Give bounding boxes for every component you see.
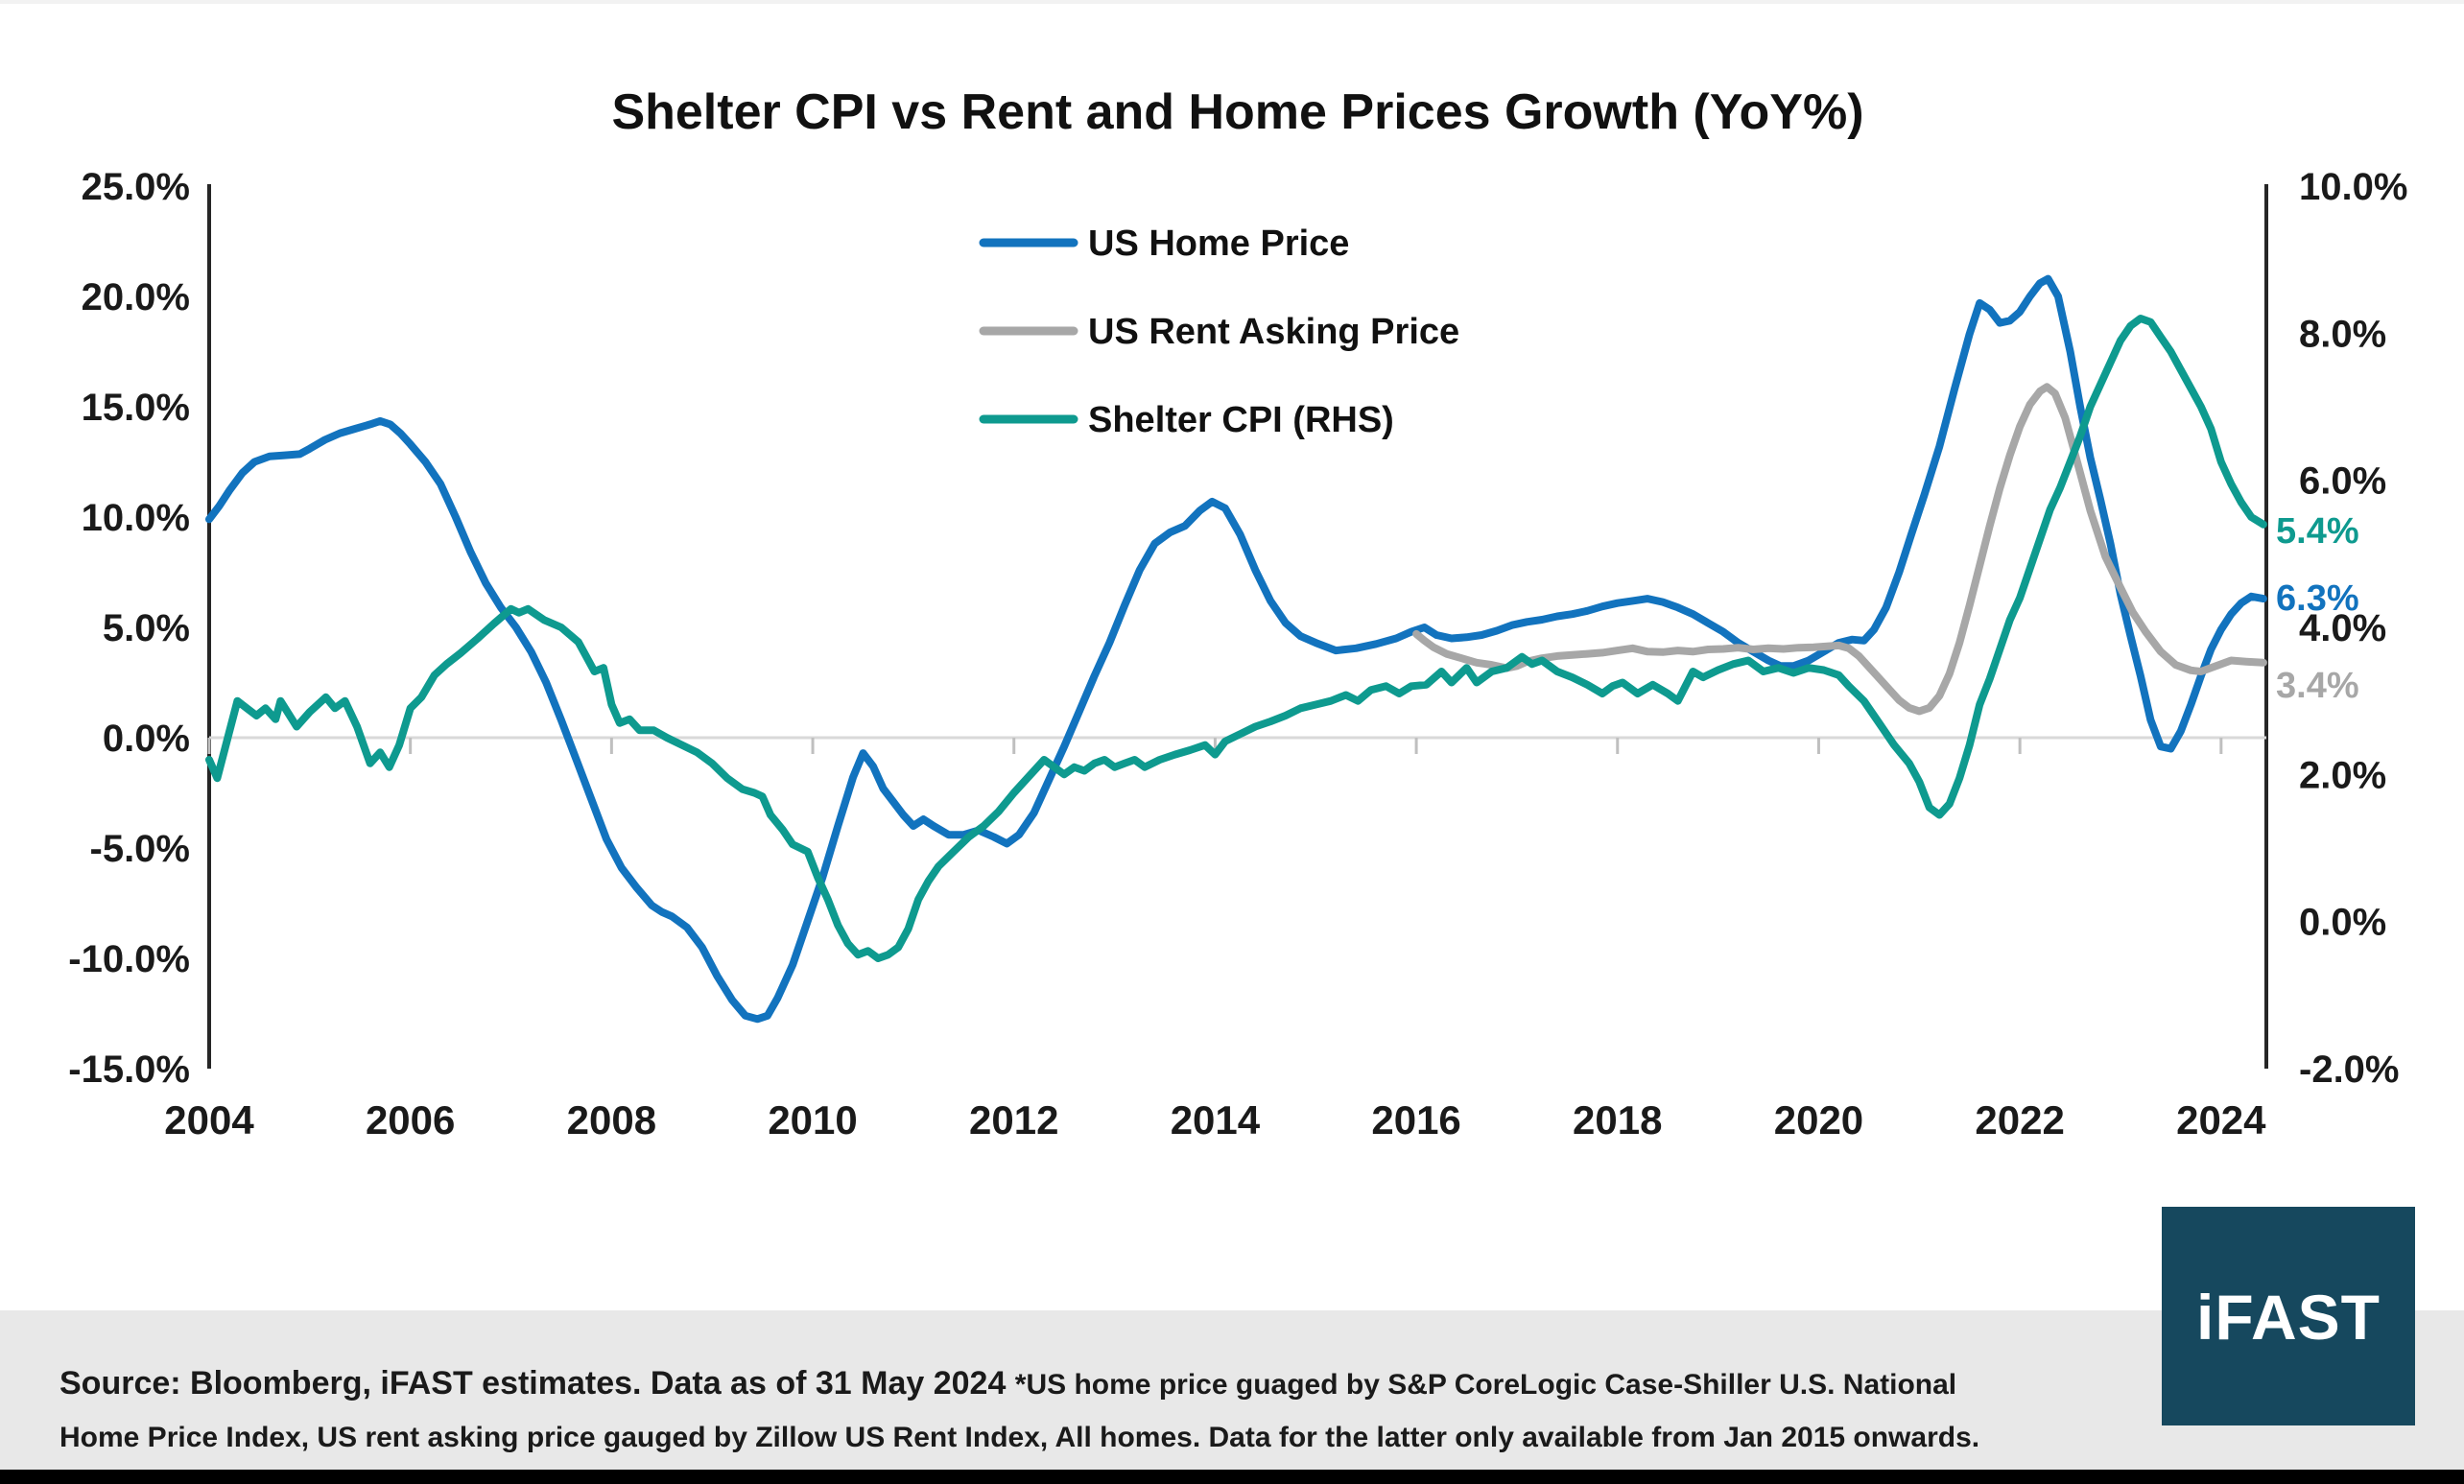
right-tick-label: 0.0% — [2299, 902, 2386, 944]
series-line-shelter-cpi-rhs- — [205, 315, 2267, 962]
left-tick-label: -15.0% — [68, 1048, 190, 1091]
x-axis-label-2004: 2004 — [164, 1097, 254, 1142]
left-axis-labels: 25.0% 20.0% 15.0% 10.0% 5.0% 0.0% -5.0% -10.0% -… — [68, 166, 190, 1091]
right-tick-label: 8.0% — [2299, 313, 2386, 355]
left-tick-label: 5.0% — [103, 607, 190, 649]
left-tick-label: -5.0% — [90, 828, 191, 870]
legend-label-us-home-price: US Home Price — [1088, 224, 1349, 264]
left-tick-label: 10.0% — [82, 497, 190, 539]
right-tick-label: 4.0% — [2299, 607, 2386, 649]
annotation-shelter-cpi: 5.4% — [2276, 511, 2359, 552]
legend-label-us-rent-asking-price: US Rent Asking Price — [1088, 312, 1459, 352]
ifast-logo — [2162, 1207, 2415, 1425]
x-axis-label-2006: 2006 — [366, 1097, 455, 1142]
legend-item-shelter-cpi-rhs-: Shelter CPI (RHS) — [979, 400, 1394, 440]
page-title: Shelter CPI vs Rent and Home Prices Grow… — [611, 84, 1863, 140]
annotation-home-price: 6.3% — [2276, 578, 2359, 619]
footer-band — [0, 1310, 2464, 1470]
left-tick-label: -10.0% — [68, 938, 190, 980]
legend-item-us-home-price: US Home Price — [979, 224, 1349, 264]
annotation-rent: 3.4% — [2276, 666, 2359, 706]
x-axis-labels: 2004 2006 2008 2010 2012 2014 2016 2018 2020 2022… — [164, 1097, 2266, 1142]
bottom-bar — [0, 1470, 2464, 1484]
right-tick-label: 6.0% — [2299, 460, 2386, 503]
left-tick-label: 25.0% — [82, 166, 190, 208]
x-axis-label-2008: 2008 — [567, 1097, 656, 1142]
footer-line1: Source: Bloomberg, iFAST estimates. Data… — [59, 1365, 1956, 1402]
shelter-cpi-chart: Shelter CPI vs Rent and Home Prices Grow… — [0, 84, 2464, 1484]
right-axis-labels: 10.0% 8.0% 6.0% 4.0% 2.0% 0.0% -2.0% — [2299, 166, 2407, 1091]
x-axis-label-2024: 2024 — [2176, 1097, 2266, 1142]
x-axis-ticks — [207, 738, 2223, 754]
x-axis-label-2018: 2018 — [1573, 1097, 1662, 1142]
left-tick-label: 0.0% — [103, 718, 190, 760]
right-tick-label: 2.0% — [2299, 754, 2386, 796]
footer-source-text: Source: Bloomberg, iFAST estimates. Data… — [59, 1365, 1015, 1402]
x-axis-label-2016: 2016 — [1371, 1097, 1460, 1142]
series-line-us-rent-asking-price — [1412, 383, 2267, 716]
x-axis-label-2020: 2020 — [1774, 1097, 1863, 1142]
x-axis-label-2022: 2022 — [1975, 1097, 2064, 1142]
legend-label-shelter-cpi-rhs-: Shelter CPI (RHS) — [1088, 400, 1394, 440]
x-axis-label-2012: 2012 — [969, 1097, 1058, 1142]
legend-item-us-rent-asking-price: US Rent Asking Price — [979, 312, 1459, 352]
footer-line2: Home Price Index, US rent asking price g… — [59, 1422, 1979, 1453]
left-tick-label: 15.0% — [82, 387, 190, 429]
footer-note-text: *US home price guaged by S&P CoreLogic C… — [1015, 1369, 1956, 1401]
right-tick-label: -2.0% — [2299, 1048, 2400, 1091]
series-line-us-home-price — [205, 274, 2267, 1024]
x-axis-label-2010: 2010 — [768, 1097, 857, 1142]
series-lines — [205, 274, 2267, 1024]
ifast-logo-text: iFAST — [2196, 1282, 2381, 1353]
legend: US Home Price US Rent Asking Price Shelter… — [979, 224, 1459, 440]
right-tick-label: 10.0% — [2299, 166, 2407, 208]
left-tick-label: 20.0% — [82, 276, 190, 318]
x-axis-label-2014: 2014 — [1171, 1097, 1261, 1142]
